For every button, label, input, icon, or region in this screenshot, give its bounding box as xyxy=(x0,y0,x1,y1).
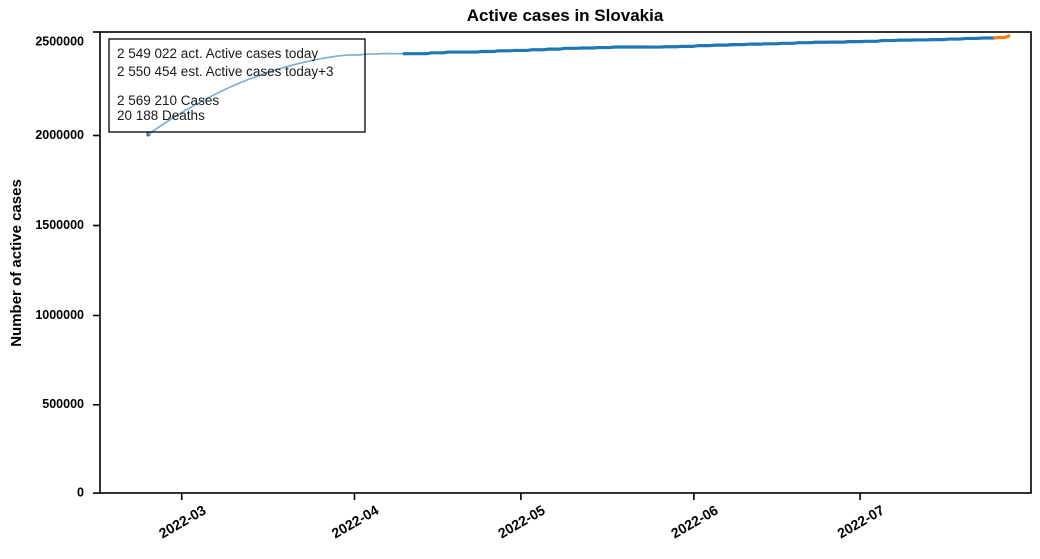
svg-text:0: 0 xyxy=(77,485,84,499)
svg-text:2 569 210 Cases: 2 569 210 Cases xyxy=(117,93,219,108)
svg-text:1000000: 1000000 xyxy=(35,308,84,322)
svg-text:1500000: 1500000 xyxy=(35,218,84,232)
svg-text:Number of active cases: Number of active cases xyxy=(8,179,25,347)
svg-text:20 188 Deaths: 20 188 Deaths xyxy=(117,108,205,123)
svg-text:Active cases in Slovakia: Active cases in Slovakia xyxy=(467,6,664,25)
svg-text:500000: 500000 xyxy=(42,397,84,411)
svg-text:2500000: 2500000 xyxy=(35,35,84,49)
svg-text:2 549 022 act. Active cases to: 2 549 022 act. Active cases today xyxy=(117,46,318,61)
svg-text:2 550 454 est. Active cases to: 2 550 454 est. Active cases today+3 xyxy=(117,64,334,79)
svg-text:2000000: 2000000 xyxy=(35,128,84,142)
